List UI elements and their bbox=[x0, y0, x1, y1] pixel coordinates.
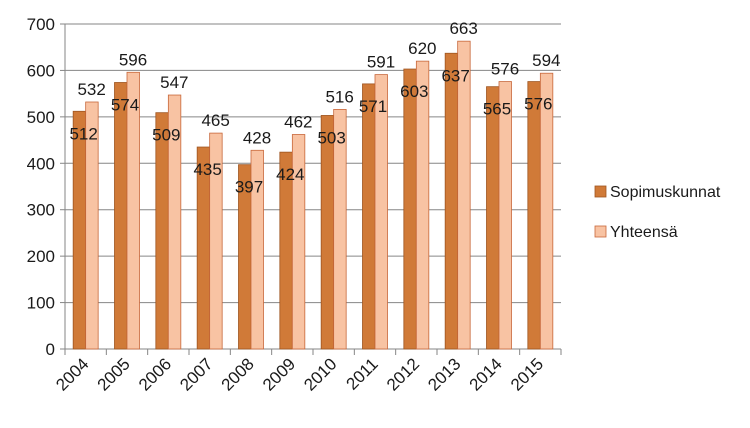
x-tick-label: 2012 bbox=[383, 354, 423, 394]
data-label-yhteensa: 576 bbox=[491, 60, 519, 79]
data-label-sopimuskunnat: 637 bbox=[441, 66, 469, 85]
bar-yhteensa bbox=[498, 81, 512, 350]
data-label-yhteensa: 596 bbox=[119, 50, 147, 69]
data-label-yhteensa: 663 bbox=[449, 19, 477, 38]
bar-sopimuskunnat bbox=[114, 82, 128, 350]
y-tick-label: 500 bbox=[27, 108, 55, 127]
x-tick-label: 2006 bbox=[135, 354, 175, 394]
bar-yhteensa bbox=[333, 109, 347, 350]
x-tick-label: 2005 bbox=[94, 354, 134, 394]
data-label-sopimuskunnat: 571 bbox=[359, 97, 387, 116]
bar-yhteensa bbox=[291, 134, 306, 350]
legend-swatch bbox=[594, 225, 607, 238]
data-label-sopimuskunnat: 574 bbox=[111, 96, 139, 115]
x-tick-label: 2007 bbox=[176, 354, 216, 394]
data-label-sopimuskunnat: 397 bbox=[235, 178, 263, 197]
bar-yhteensa bbox=[415, 60, 430, 350]
x-tick-label: 2004 bbox=[52, 354, 92, 394]
data-label-sopimuskunnat: 435 bbox=[193, 160, 221, 179]
bar-yhteensa bbox=[126, 71, 140, 350]
bar-sopimuskunnat bbox=[444, 52, 459, 350]
y-tick-label: 400 bbox=[27, 154, 55, 173]
bar-sopimuskunnat bbox=[403, 68, 417, 350]
data-label-yhteensa: 620 bbox=[408, 39, 436, 58]
bar-sopimuskunnat bbox=[155, 112, 169, 350]
bar-sopimuskunnat bbox=[320, 115, 335, 350]
bar-yhteensa bbox=[374, 74, 388, 350]
data-label-sopimuskunnat: 565 bbox=[483, 100, 511, 119]
bar-yhteensa bbox=[539, 72, 554, 350]
bar-yhteensa bbox=[167, 94, 182, 350]
bar-sopimuskunnat bbox=[362, 83, 376, 350]
data-label-yhteensa: 462 bbox=[284, 113, 312, 132]
y-tick-label: 200 bbox=[27, 247, 55, 266]
bar-yhteensa bbox=[250, 149, 264, 350]
data-label-sopimuskunnat: 424 bbox=[276, 165, 304, 184]
data-label-yhteensa: 465 bbox=[201, 111, 229, 130]
data-label-yhteensa: 547 bbox=[160, 73, 188, 92]
data-label-yhteensa: 532 bbox=[77, 80, 105, 99]
legend-swatch bbox=[594, 185, 607, 198]
data-label-sopimuskunnat: 503 bbox=[317, 128, 345, 147]
x-tick-label: 2009 bbox=[259, 354, 299, 394]
y-tick-label: 600 bbox=[27, 61, 55, 80]
bar-yhteensa bbox=[85, 101, 99, 350]
bar-yhteensa bbox=[209, 132, 223, 350]
x-tick-label: 2013 bbox=[424, 354, 464, 394]
y-tick-label: 300 bbox=[27, 201, 55, 220]
data-label-yhteensa: 516 bbox=[325, 87, 353, 106]
data-label-yhteensa: 591 bbox=[367, 53, 395, 72]
data-label-yhteensa: 428 bbox=[243, 128, 271, 147]
bar-sopimuskunnat bbox=[486, 86, 500, 350]
bar-sopimuskunnat bbox=[72, 110, 87, 350]
bar-yhteensa bbox=[457, 40, 471, 350]
x-tick-label: 2011 bbox=[343, 354, 382, 393]
y-tick-label: 100 bbox=[27, 294, 55, 313]
y-tick-label: 0 bbox=[46, 340, 55, 359]
data-label-sopimuskunnat: 512 bbox=[69, 124, 97, 143]
x-tick-label: 2008 bbox=[218, 354, 258, 394]
x-tick-label: 2014 bbox=[466, 354, 506, 394]
data-label-yhteensa: 594 bbox=[532, 51, 560, 70]
bar-sopimuskunnat bbox=[527, 81, 541, 350]
legend-label: Yhteensä bbox=[610, 224, 678, 241]
data-label-sopimuskunnat: 603 bbox=[400, 82, 428, 101]
legend-label: Sopimuskunnat bbox=[610, 184, 721, 201]
data-label-sopimuskunnat: 509 bbox=[152, 126, 180, 145]
data-label-sopimuskunnat: 576 bbox=[524, 95, 552, 114]
y-tick-label: 700 bbox=[27, 15, 55, 34]
x-tick-label: 2015 bbox=[507, 354, 547, 394]
x-tick-label: 2010 bbox=[300, 354, 340, 394]
